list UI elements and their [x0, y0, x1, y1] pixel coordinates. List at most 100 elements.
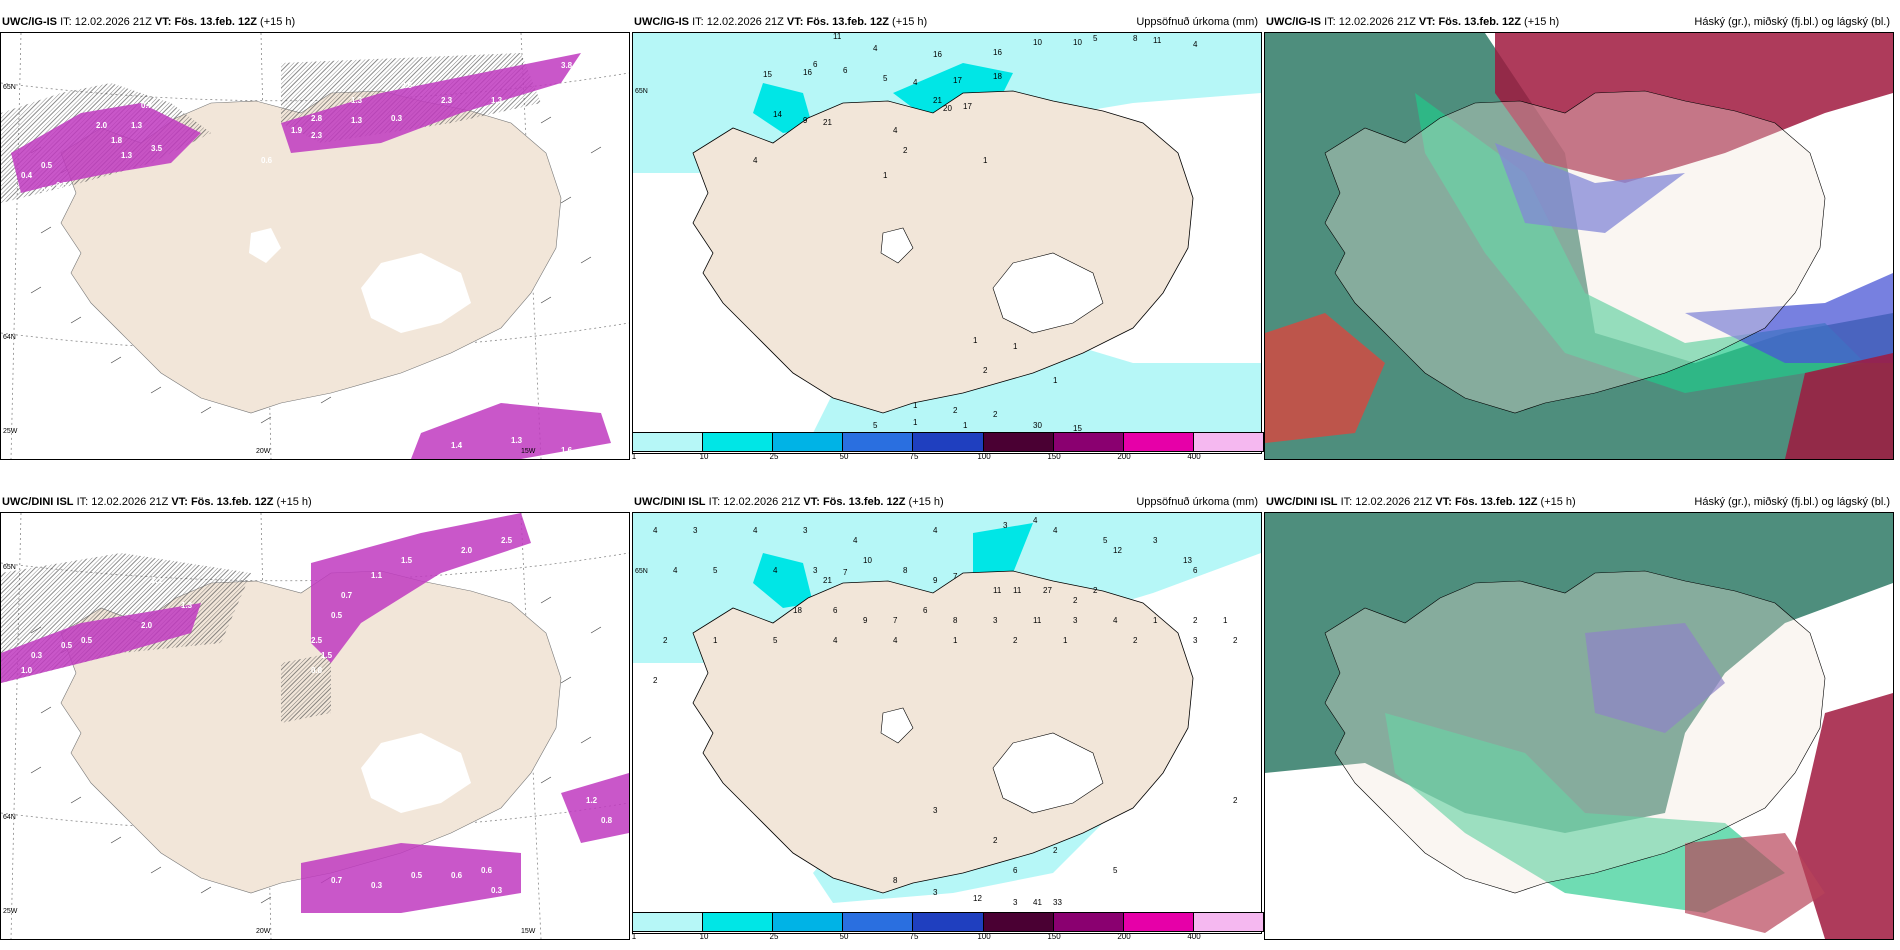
precip-value-label: 16	[993, 48, 1002, 57]
vt-label: VT:	[1435, 496, 1452, 508]
land-iceland	[60, 570, 562, 894]
precip-value-label: 8	[1133, 34, 1138, 43]
wind-gust-area	[1, 603, 201, 683]
panel-header: UWC/DINI ISL IT: 12.02.2026 21Z VT: Fös.…	[0, 492, 630, 512]
precip-value-label: 1	[1153, 616, 1158, 625]
precip-value-label: 6	[813, 60, 818, 69]
gust-label: 1.9	[291, 126, 303, 135]
colorbar-tick-label: 50	[839, 452, 849, 461]
land-iceland	[692, 90, 1194, 414]
panel-subtitle: Uppsöfnuð úrkoma (mm)	[1136, 496, 1258, 508]
colorbar-segment	[983, 433, 1054, 451]
gust-label: 0.7	[341, 591, 353, 600]
precip-value-label: 2	[983, 366, 988, 375]
panel-subtitle: Uppsöfnuð úrkoma (mm)	[1136, 16, 1258, 28]
panel-header: UWC/IG-IS IT: 12.02.2026 21Z VT: Fös. 13…	[632, 12, 1262, 32]
precip-value-label: 6	[1013, 866, 1018, 875]
gust-label: 2.8	[311, 114, 323, 123]
glacier	[361, 733, 471, 813]
colorbar	[632, 912, 1264, 932]
precip-value-label: 9	[863, 616, 868, 625]
gust-label: 2.0	[141, 621, 153, 630]
precip-value-label: 6	[833, 606, 838, 615]
precip-value-label: 2	[993, 836, 998, 845]
precip-value-label: 3	[1073, 616, 1078, 625]
precip-value-label: 20	[943, 104, 952, 113]
colorbar-segment	[843, 433, 914, 451]
gust-label: 0.5	[411, 871, 423, 880]
precip-value-label: 15	[1073, 424, 1082, 433]
precip-value-label: 11	[1153, 36, 1162, 45]
glacier	[880, 227, 914, 264]
gust-label: 1.0	[21, 666, 33, 675]
precip-value-label: 2	[953, 406, 958, 415]
vt-label: VT:	[154, 16, 172, 28]
precip-value-label: 11	[993, 586, 1002, 595]
it-label: IT:	[692, 16, 704, 28]
precip-value-label: 8	[903, 566, 908, 575]
precip-value-label: 1	[963, 421, 968, 430]
cloud-map-svg	[1265, 513, 1893, 939]
precip-value-label: 4	[753, 526, 758, 535]
cloud-map	[1264, 512, 1894, 940]
gust-label: 0.5	[61, 641, 73, 650]
vt-label: VT:	[171, 496, 188, 508]
panel-header: UWC/DINI ISL IT: 12.02.2026 21Z VT: Fös.…	[1264, 492, 1894, 512]
gust-label: 3.5	[151, 144, 163, 153]
colorbar-tick-label: 1	[631, 932, 637, 941]
cloud-map	[1264, 32, 1894, 460]
gust-label: 0.4	[41, 186, 53, 195]
precip-value-label: 3	[803, 526, 808, 535]
gust-label: 1.2	[586, 796, 598, 805]
gust-label: 1.3	[351, 96, 363, 105]
wind-map-svg: 3.8 2.3 1.3 2.6 1.3 1.9 2.8 2.3 1.3 0.3 …	[1, 33, 629, 459]
colorbar-ticks: 1 10 25 50 75 100 150 200 400	[632, 452, 1262, 464]
it-label: IT:	[708, 496, 721, 508]
gust-label: 1.6	[561, 446, 573, 455]
lead-time: (+15 h)	[1540, 496, 1576, 508]
precip-value-label: 6	[923, 606, 928, 615]
colorbar-tick-label: 75	[909, 932, 919, 941]
precip-value-label: 15	[763, 70, 772, 79]
panel-header: UWC/DINI ISL IT: 12.02.2026 21Z VT: Fös.…	[632, 492, 1262, 512]
colorbar-segment	[1123, 913, 1194, 931]
colorbar-tick-label: 25	[769, 452, 779, 461]
glacier	[361, 253, 471, 333]
grid-label: 25W	[3, 428, 18, 435]
cloud-layer-high	[1795, 693, 1893, 939]
gust-label: 0.8	[601, 816, 613, 825]
precip-value-label: 3	[933, 806, 938, 815]
wind-map-svg: 2.5 2.0 1.5 1.1 0.7 0.5 1.3 2.0 0.5 0.3 …	[1, 513, 629, 939]
glacier	[249, 228, 281, 263]
colorbar-tick-label: 200	[1117, 932, 1131, 941]
gust-label: 0.3	[371, 881, 383, 890]
precip-value-label: 7	[953, 572, 958, 581]
panel-row2-clouds: UWC/DINI ISL IT: 12.02.2026 21Z VT: Fös.…	[1264, 492, 1894, 944]
precip-value-label: 4	[853, 536, 858, 545]
lead-time: (+15 h)	[892, 16, 928, 28]
precip-value-label: 3	[1153, 536, 1158, 545]
precip-value-label: 4	[933, 526, 938, 535]
grid-label: 15W	[521, 448, 536, 455]
colorbar-segment	[1053, 913, 1124, 931]
model-name: UWC/IG-IS	[2, 16, 57, 28]
lead-time: (+15 h)	[908, 496, 944, 508]
it-label: IT:	[60, 16, 72, 28]
precip-value-label: 2	[653, 676, 658, 685]
coastline	[1324, 570, 1826, 894]
precip-value-label: 1	[953, 636, 958, 645]
precip-value-label: 2	[1193, 616, 1198, 625]
precip-value-label: 7	[893, 616, 898, 625]
precip-value-label: 5	[883, 74, 888, 83]
grid-label: 15W	[521, 928, 536, 935]
precip-value-label: 41	[1033, 898, 1042, 907]
precip-value-label: 6	[843, 66, 848, 75]
precip-value-label: 21	[823, 576, 832, 585]
grid-label: 20W	[256, 448, 271, 455]
model-name: UWC/IG-IS	[1266, 16, 1321, 28]
precip-value-label: 1	[1053, 376, 1058, 385]
precip-value-label: 2	[1233, 796, 1238, 805]
grid-label: 20W	[256, 928, 271, 935]
